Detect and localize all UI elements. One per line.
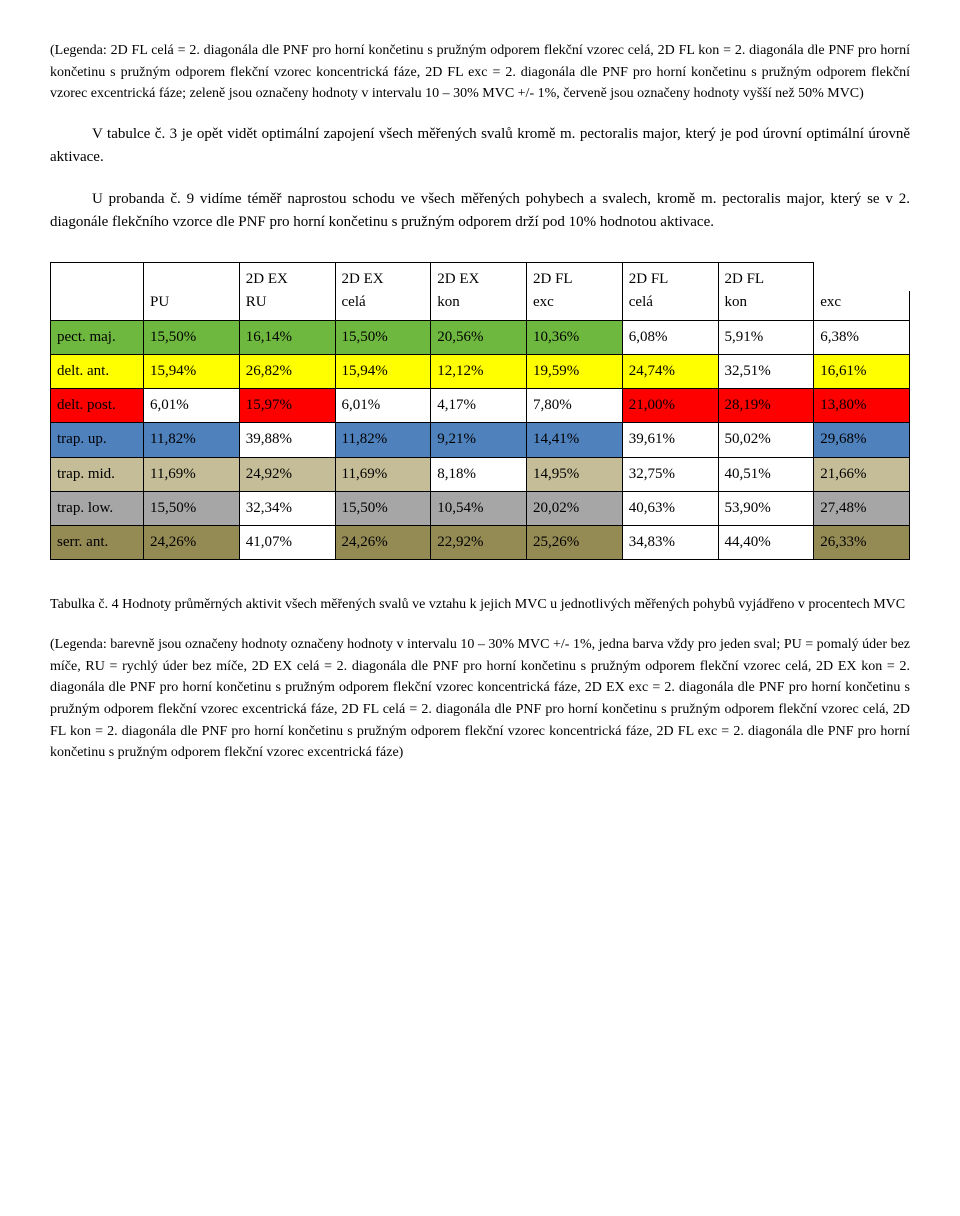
- value-cell: 10,36%: [527, 320, 623, 354]
- value-cell: 40,51%: [718, 457, 814, 491]
- table-row: delt. ant.15,94%26,82%15,94%12,12%19,59%…: [51, 354, 910, 388]
- col-header-bot: RU: [239, 291, 335, 320]
- value-cell: 11,82%: [335, 423, 431, 457]
- paragraph-1: V tabulce č. 3 je opět vidět optimální z…: [50, 123, 910, 170]
- value-cell: 15,97%: [239, 389, 335, 423]
- value-cell: 24,92%: [239, 457, 335, 491]
- row-label: trap. mid.: [51, 457, 144, 491]
- value-cell: 11,69%: [335, 457, 431, 491]
- col-header-bot: PU: [144, 291, 240, 320]
- value-cell: 20,02%: [527, 491, 623, 525]
- value-cell: 39,88%: [239, 423, 335, 457]
- col-header-top: 2D EX: [431, 263, 527, 292]
- col-header-bot: celá: [335, 291, 431, 320]
- col-header-top: 2D EX: [239, 263, 335, 292]
- legend-bottom: (Legenda: barevně jsou označeny hodnoty …: [50, 634, 910, 764]
- value-cell: 8,18%: [431, 457, 527, 491]
- row-label: serr. ant.: [51, 526, 144, 560]
- col-header-top: 2D FL: [622, 263, 718, 292]
- value-cell: 21,00%: [622, 389, 718, 423]
- value-cell: 6,01%: [144, 389, 240, 423]
- value-cell: 20,56%: [431, 320, 527, 354]
- value-cell: 40,63%: [622, 491, 718, 525]
- value-cell: 7,80%: [527, 389, 623, 423]
- value-cell: 32,51%: [718, 354, 814, 388]
- col-header-bot: kon: [431, 291, 527, 320]
- col-header-top: 2D EX: [335, 263, 431, 292]
- value-cell: 19,59%: [527, 354, 623, 388]
- col-header-bot: exc: [527, 291, 623, 320]
- table-row: trap. low.15,50%32,34%15,50%10,54%20,02%…: [51, 491, 910, 525]
- table-row: serr. ant.24,26%41,07%24,26%22,92%25,26%…: [51, 526, 910, 560]
- value-cell: 22,92%: [431, 526, 527, 560]
- value-cell: 21,66%: [814, 457, 910, 491]
- col-header-top: 2D FL: [718, 263, 814, 292]
- value-cell: 15,50%: [144, 491, 240, 525]
- value-cell: 41,07%: [239, 526, 335, 560]
- value-cell: 5,91%: [718, 320, 814, 354]
- row-label: delt. post.: [51, 389, 144, 423]
- col-header-bot: kon: [718, 291, 814, 320]
- value-cell: 25,26%: [527, 526, 623, 560]
- value-cell: 24,74%: [622, 354, 718, 388]
- value-cell: 6,08%: [622, 320, 718, 354]
- col-header-top: [144, 263, 240, 292]
- value-cell: 16,61%: [814, 354, 910, 388]
- value-cell: 9,21%: [431, 423, 527, 457]
- data-table: 2D EX2D EX2D EX2D FL2D FL2D FLPURUceláko…: [50, 262, 910, 560]
- row-label: trap. up.: [51, 423, 144, 457]
- table-caption: Tabulka č. 4 Hodnoty průměrných aktivit …: [50, 594, 910, 616]
- value-cell: 16,14%: [239, 320, 335, 354]
- value-cell: 11,82%: [144, 423, 240, 457]
- value-cell: 15,50%: [335, 491, 431, 525]
- paragraph-2: U probanda č. 9 vidíme téměř naprostou s…: [50, 188, 910, 235]
- value-cell: 24,26%: [335, 526, 431, 560]
- value-cell: 4,17%: [431, 389, 527, 423]
- value-cell: 26,33%: [814, 526, 910, 560]
- value-cell: 13,80%: [814, 389, 910, 423]
- value-cell: 15,50%: [335, 320, 431, 354]
- value-cell: 14,95%: [527, 457, 623, 491]
- value-cell: 6,01%: [335, 389, 431, 423]
- value-cell: 11,69%: [144, 457, 240, 491]
- value-cell: 32,75%: [622, 457, 718, 491]
- col-header-bot: exc: [814, 291, 910, 320]
- value-cell: 39,61%: [622, 423, 718, 457]
- value-cell: 27,48%: [814, 491, 910, 525]
- row-label: pect. maj.: [51, 320, 144, 354]
- row-label: delt. ant.: [51, 354, 144, 388]
- value-cell: 53,90%: [718, 491, 814, 525]
- table-row: pect. maj.15,50%16,14%15,50%20,56%10,36%…: [51, 320, 910, 354]
- value-cell: 15,94%: [144, 354, 240, 388]
- table-row: trap. up.11,82%39,88%11,82%9,21%14,41%39…: [51, 423, 910, 457]
- value-cell: 28,19%: [718, 389, 814, 423]
- value-cell: 24,26%: [144, 526, 240, 560]
- value-cell: 44,40%: [718, 526, 814, 560]
- table-row: trap. mid.11,69%24,92%11,69%8,18%14,95%3…: [51, 457, 910, 491]
- col-header-bot: [51, 291, 144, 320]
- value-cell: 26,82%: [239, 354, 335, 388]
- value-cell: 15,50%: [144, 320, 240, 354]
- col-header-bot: celá: [622, 291, 718, 320]
- value-cell: 50,02%: [718, 423, 814, 457]
- value-cell: 6,38%: [814, 320, 910, 354]
- value-cell: 32,34%: [239, 491, 335, 525]
- value-cell: 14,41%: [527, 423, 623, 457]
- value-cell: 10,54%: [431, 491, 527, 525]
- value-cell: 34,83%: [622, 526, 718, 560]
- col-header-top: 2D FL: [527, 263, 623, 292]
- value-cell: 15,94%: [335, 354, 431, 388]
- value-cell: 12,12%: [431, 354, 527, 388]
- col-header-top: [51, 263, 144, 292]
- row-label: trap. low.: [51, 491, 144, 525]
- value-cell: 29,68%: [814, 423, 910, 457]
- legend-top: (Legenda: 2D FL celá = 2. diagonála dle …: [50, 40, 910, 105]
- table-row: delt. post.6,01%15,97%6,01%4,17%7,80%21,…: [51, 389, 910, 423]
